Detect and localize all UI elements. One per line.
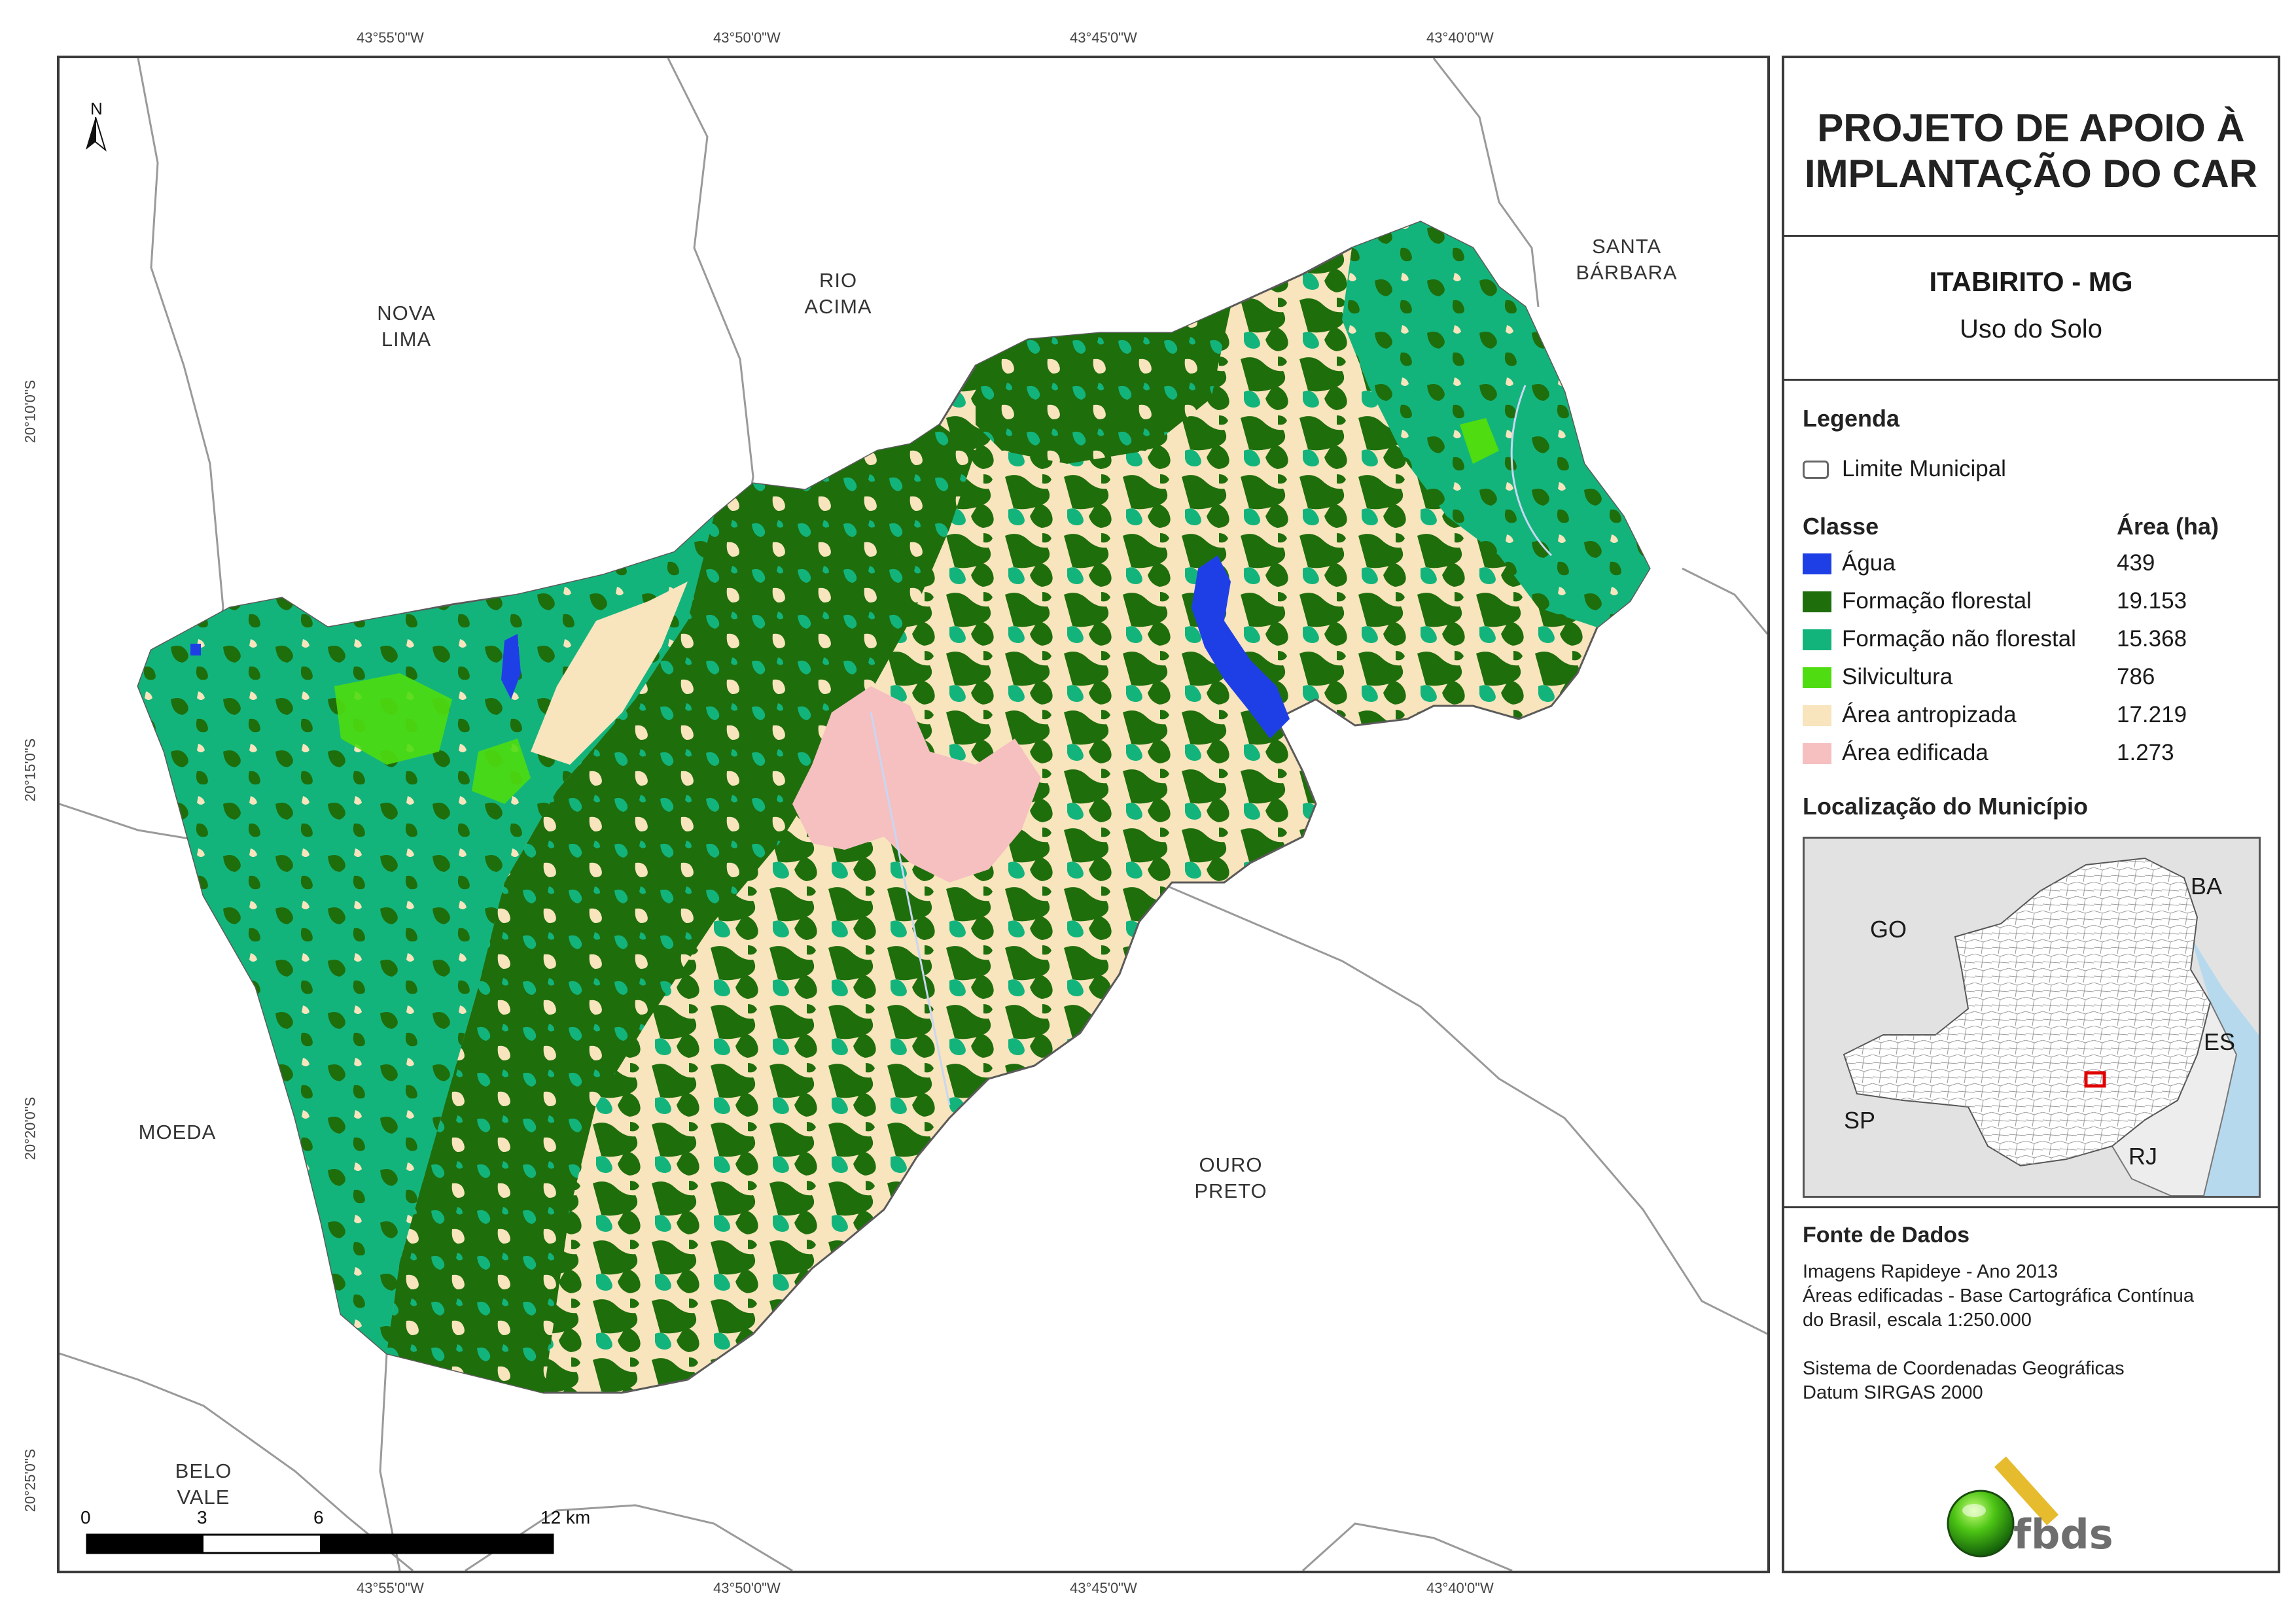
legend-item: Formação florestal 19.153 [1803,588,2261,617]
project-title: PROJETO DE APOIO À IMPLANTAÇÃO DO CAR [1804,106,2258,196]
class-swatch [1803,705,1831,726]
legend-item: Área antropizada 17.219 [1803,702,2261,731]
itabirito-land-use[interactable] [137,220,1651,1394]
top-coordinate-tick: 43°50'0"W [713,29,781,46]
class-swatch [1803,553,1831,574]
top-coordinate-tick: 43°45'0"W [1070,29,1137,46]
top-coordinate-tick: 43°40'0"W [1426,29,1494,46]
north-arrow-label: N [90,99,103,118]
neighbor-label: OURO PRETO [1194,1153,1267,1202]
bottom-coordinate-tick: 43°40'0"W [1426,1580,1494,1596]
left-coordinate-tick: 20°15'0"S [22,738,39,802]
location-heading: Localização do Município [1803,793,2089,820]
neighbor-label: SANTA BÁRBARA [1576,235,1678,284]
boundary-swatch [1803,461,1829,479]
class-swatch [1803,743,1831,764]
scale-bar [86,1533,554,1554]
crs-line: Datum SIRGAS 2000 [1803,1382,1983,1403]
source-line: Imagens Rapideye - Ano 2013 [1803,1261,2058,1282]
neighbor-label: MOEDA [138,1121,217,1143]
legend-boundary: Limite Municipal [1803,456,2261,485]
bottom-coordinate-tick: 43°45'0"W [1070,1580,1137,1596]
left-coordinate-tick: 20°25'0"S [22,1448,39,1512]
scale-label: 3 [197,1507,207,1527]
neighbor-label: RIO ACIMA [804,269,872,318]
divider [1784,1206,2278,1208]
theme-subtitle: Uso do Solo [1960,315,2102,343]
source-line: Áreas edificadas - Base Cartográfica Con… [1803,1285,2195,1306]
map-frame[interactable]: N 0 3 6 12 km NOVA LIMA RIO ACIMA SANTA BÁR… [57,56,1770,1573]
legend-panel: PROJETO DE APOIO À IMPLANTAÇÃO DO CAR IT… [1782,56,2280,1573]
bottom-coordinate-tick: 43°50'0"W [713,1580,781,1596]
top-coordinate-tick: 43°55'0"W [357,29,424,46]
class-heading: Classe [1803,513,1879,540]
class-swatch [1803,629,1831,650]
scale-label: 12 km [540,1507,590,1527]
state-label: ES [2204,1028,2236,1055]
locator-map [1843,857,2259,1196]
divider [1784,235,2278,237]
legend-item: Silvicultura 786 [1803,664,2261,693]
source-line: do Brasil, escala 1:250.000 [1803,1310,2032,1331]
locator-inset: GO BA ES SP RJ [1803,837,2261,1198]
neighbor-boundaries [60,58,1767,1571]
legend-item: Água 439 [1803,550,2261,579]
class-swatch [1803,667,1831,688]
bottom-coordinate-tick: 43°55'0"W [357,1580,424,1596]
fbds-logo-icon [1947,1456,2059,1558]
legend-heading: Legenda [1803,405,1900,432]
legend-item: Formação não florestal 15.368 [1803,626,2261,655]
divider [1784,379,2278,381]
state-label: SP [1844,1107,1876,1134]
neighbor-label: BELO VALE [175,1459,232,1509]
left-coordinate-tick: 20°20'0"S [22,1096,39,1161]
left-coordinate-tick: 20°10'0"S [22,379,39,444]
land-use-map[interactable]: N 0 3 6 12 km [60,58,1767,1571]
fbds-logo-text: fbds [2013,1510,2113,1558]
state-label: BA [2191,873,2223,899]
state-label: GO [1870,916,1907,943]
fbds-logo: fbds [1941,1439,2138,1563]
neighbor-label: NOVA LIMA [377,302,436,351]
municipality-title: ITABIRITO - MG [1929,266,2133,297]
class-swatch [1803,591,1831,612]
area-heading: Área (ha) [2117,513,2219,540]
north-arrow-icon [86,116,107,152]
legend-item: Área edificada 1.273 [1803,740,2261,769]
state-label: RJ [2128,1143,2157,1170]
crs-line: Sistema de Coordenadas Geográficas [1803,1358,2125,1379]
scale-label: 6 [313,1507,324,1527]
scale-label: 0 [80,1507,91,1527]
source-heading: Fonte de Dados [1803,1223,1970,1248]
